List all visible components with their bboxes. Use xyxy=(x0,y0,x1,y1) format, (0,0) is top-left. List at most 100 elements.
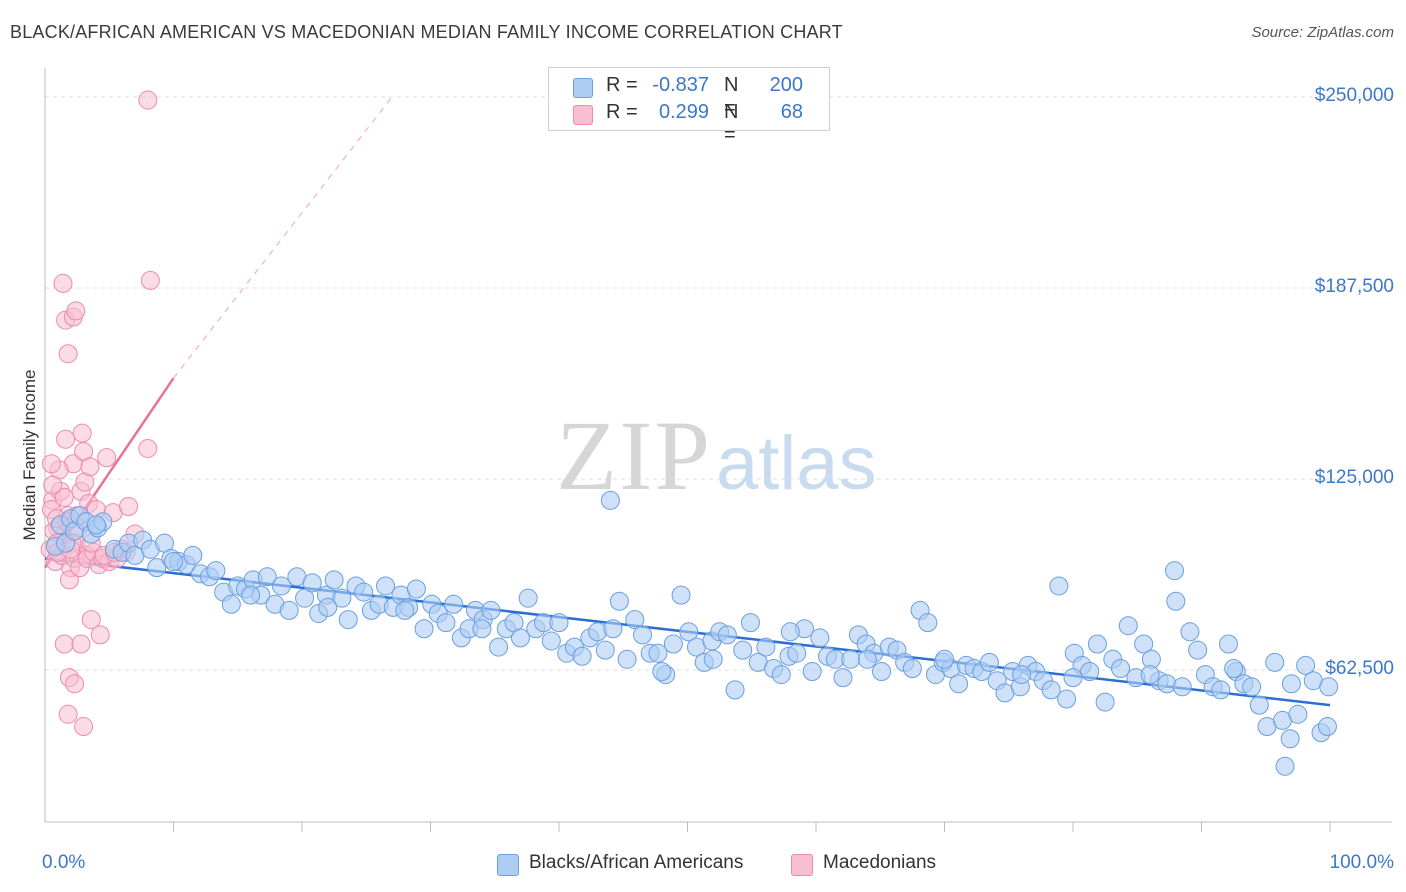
point-macedonian xyxy=(58,344,78,364)
point-macedonian xyxy=(56,429,76,449)
point-black-african-american xyxy=(595,640,615,660)
watermark-zip: ZIP xyxy=(556,400,712,511)
point-black-african-american xyxy=(1265,652,1285,672)
point-black-african-american xyxy=(295,588,315,608)
point-black-african-american xyxy=(1172,677,1192,697)
point-black-african-american xyxy=(717,625,737,645)
point-black-african-american xyxy=(302,573,322,593)
point-black-african-american xyxy=(257,567,277,587)
point-black-african-american xyxy=(541,631,561,651)
point-black-african-american xyxy=(1224,658,1244,678)
point-black-african-american xyxy=(164,552,183,572)
point-black-african-american xyxy=(1049,576,1069,596)
point-black-african-american xyxy=(1275,756,1295,776)
legend-swatch-macedonians xyxy=(791,854,813,876)
trend-line-macedonians-extension xyxy=(173,96,393,379)
x-tick-min: 0.0% xyxy=(42,852,86,873)
legend-n-value: 68 xyxy=(780,101,803,123)
point-black-african-american xyxy=(617,649,637,669)
point-black-african-american xyxy=(771,665,791,685)
point-black-african-american xyxy=(1140,665,1160,685)
point-macedonian xyxy=(43,475,63,495)
point-black-african-american xyxy=(395,600,415,620)
point-black-african-american xyxy=(1041,680,1061,700)
legend-r-label: R = xyxy=(606,74,638,96)
point-black-african-american xyxy=(979,652,999,672)
point-black-african-american xyxy=(510,628,530,648)
point-macedonian xyxy=(97,448,117,468)
point-black-african-american xyxy=(1188,640,1208,660)
point-black-african-american xyxy=(833,668,853,688)
point-black-african-american xyxy=(183,545,203,565)
point-macedonian xyxy=(81,610,101,630)
point-black-african-american xyxy=(489,637,509,657)
point-black-african-american xyxy=(1288,704,1308,724)
point-black-african-american xyxy=(1242,677,1262,697)
point-macedonian xyxy=(65,674,85,694)
point-black-african-american xyxy=(841,649,861,669)
point-black-african-american xyxy=(633,625,653,645)
point-black-african-american xyxy=(572,646,592,666)
point-black-african-american xyxy=(1012,665,1032,685)
point-black-african-american xyxy=(332,588,352,608)
legend-label-macedonians: Macedonians xyxy=(823,852,937,873)
point-black-african-american xyxy=(872,662,892,682)
legend-label-blacks: Blacks/African Americans xyxy=(529,852,744,873)
point-black-african-american xyxy=(221,594,241,614)
point-black-african-american xyxy=(1118,616,1138,636)
point-black-african-american xyxy=(857,649,877,669)
point-black-african-american xyxy=(1317,717,1337,737)
point-macedonian xyxy=(54,634,74,654)
point-black-african-american xyxy=(147,558,167,578)
point-black-african-american xyxy=(663,634,683,654)
point-black-african-american xyxy=(376,576,396,596)
point-black-african-american xyxy=(1211,680,1231,700)
point-black-african-american xyxy=(1280,729,1300,749)
legend-n-label: N = xyxy=(724,74,739,119)
point-black-african-american xyxy=(86,515,106,535)
point-black-african-american xyxy=(241,585,261,605)
y-tick-label: $187,500 xyxy=(1314,276,1394,297)
chart-title: BLACK/AFRICAN AMERICAN VS MACEDONIAN MED… xyxy=(10,22,843,42)
legend-swatch-blacks xyxy=(497,854,519,876)
point-macedonian xyxy=(71,634,91,654)
legend-r-value: -0.837 xyxy=(652,74,709,96)
point-black-african-american xyxy=(935,649,954,669)
point-black-african-american xyxy=(1319,677,1339,697)
watermark-atlas: atlas xyxy=(716,421,877,506)
point-black-african-american xyxy=(354,582,374,602)
point-black-african-american xyxy=(324,570,344,590)
legend-swatch-blue xyxy=(573,78,593,98)
point-black-african-american xyxy=(787,643,807,663)
point-black-african-american xyxy=(756,637,776,657)
watermark: ZIP atlas xyxy=(556,400,877,511)
point-black-african-american xyxy=(671,585,691,605)
point-black-african-american xyxy=(600,490,620,510)
correlation-legend: R = -0.837 N = 200 R = 0.299 N = 68 xyxy=(548,67,830,146)
point-black-african-american xyxy=(318,597,338,617)
point-macedonian xyxy=(80,457,100,477)
point-black-african-american xyxy=(625,610,645,630)
point-black-african-american xyxy=(518,588,538,608)
point-macedonian xyxy=(53,273,73,293)
point-black-african-american xyxy=(1165,561,1185,581)
point-black-african-american xyxy=(603,619,623,639)
point-black-african-american xyxy=(810,628,830,648)
point-black-african-american xyxy=(679,622,699,642)
y-tick-label: $250,000 xyxy=(1314,85,1394,106)
point-black-african-american xyxy=(703,649,723,669)
point-black-african-american xyxy=(1111,658,1131,678)
point-macedonian xyxy=(140,270,160,290)
point-macedonian xyxy=(72,423,92,443)
point-macedonian xyxy=(138,438,158,458)
point-black-african-american xyxy=(481,600,501,620)
point-black-african-american xyxy=(406,579,426,599)
point-black-african-american xyxy=(780,622,800,642)
legend-r-value: 0.299 xyxy=(658,101,709,123)
point-black-african-american xyxy=(1080,662,1100,682)
point-black-african-american xyxy=(1057,689,1077,709)
point-black-african-american xyxy=(338,610,358,630)
point-black-african-american xyxy=(1296,655,1316,675)
point-black-african-american xyxy=(609,591,629,611)
